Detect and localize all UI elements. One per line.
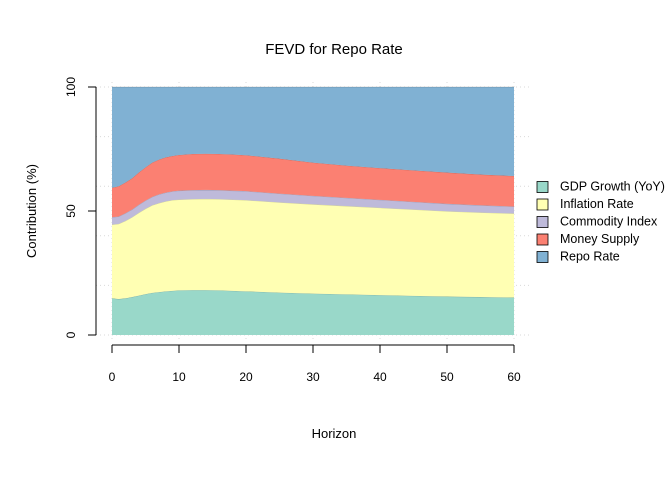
x-tick-label: 10 (172, 370, 186, 384)
y-tick-label: 100 (64, 77, 78, 97)
legend-label-money-supply: Money Supply (560, 232, 640, 246)
area-edge-inflation-rate (111, 198, 515, 226)
area-repo-rate (112, 87, 514, 188)
x-tick-label: 60 (507, 370, 521, 384)
axes: 0 50 100 0 10 20 30 40 50 60 (64, 77, 521, 384)
x-tick-label: 30 (306, 370, 320, 384)
x-tick-label: 0 (109, 370, 116, 384)
x-tick-label: 20 (239, 370, 253, 384)
x-tick-label: 40 (373, 370, 387, 384)
legend-swatch-gdp-growth-yoy (536, 181, 549, 193)
legend-label-inflation-rate: Inflation Rate (560, 197, 634, 211)
area-commodity-index (112, 189, 514, 225)
legend-label-repo-rate: Repo Rate (560, 249, 620, 263)
legend: GDP Growth (YoY) Inflation Rate Commodity … (536, 179, 665, 263)
area-inflation-rate (112, 198, 514, 300)
legend-swatch-commodity-index (536, 216, 549, 228)
chart-title: FEVD for Repo Rate (265, 41, 403, 58)
legend-swatch-inflation-rate (536, 198, 549, 211)
area-gdp-growth-yoy (112, 290, 514, 335)
x-tick-label: 50 (440, 370, 454, 384)
y-axis-label: Contribution (%) (24, 164, 39, 258)
x-axis-label: Horizon (312, 426, 357, 441)
legend-label-commodity-index: Commodity Index (560, 214, 658, 228)
y-tick-label: 0 (64, 331, 78, 338)
legend-label-gdp-growth-yoy: GDP Growth (YoY) (560, 179, 665, 193)
area-money-supply (112, 153, 514, 218)
legend-swatch-repo-rate (536, 251, 549, 263)
stacked-areas (111, 86, 515, 335)
y-tick-label: 50 (64, 204, 78, 218)
legend-swatch-money-supply (536, 233, 549, 246)
